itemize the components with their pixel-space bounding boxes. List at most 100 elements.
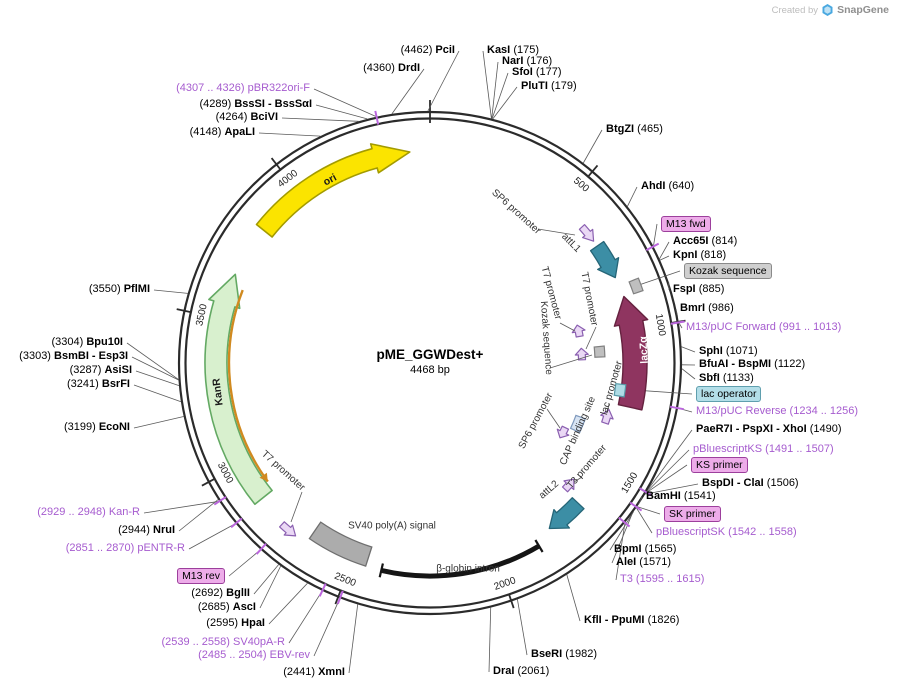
site-name: BamHI xyxy=(646,490,681,502)
label-m13-puc-forward[interactable]: M13/pUC Forward (991 .. 1013) xyxy=(686,321,841,334)
inner-label-t7_b[interactable]: T7 promoter xyxy=(578,271,600,327)
label-bseri[interactable]: BseRI (1982) xyxy=(531,648,597,661)
sp6-promoter-mid-arrow[interactable] xyxy=(556,425,570,439)
label-sbfi[interactable]: SbfI (1133) xyxy=(699,372,754,385)
primer-site-tick[interactable] xyxy=(230,517,243,529)
site-name: BsrFI xyxy=(101,378,130,390)
label-bamhi[interactable]: BamHI (1541) xyxy=(646,490,716,503)
primer-site-tick[interactable] xyxy=(336,590,344,605)
lac-promoter-arrow[interactable] xyxy=(600,409,614,425)
label-btgzi[interactable]: BtgZI (465) xyxy=(606,123,663,136)
kozak-sequence-b-box[interactable] xyxy=(593,345,606,358)
primer-site-tick[interactable] xyxy=(638,487,653,497)
label-sv40pa-r[interactable]: (2539 .. 2558) SV40pA-R xyxy=(161,636,285,649)
primer-site-tick[interactable] xyxy=(669,405,684,411)
label-pbluescriptks[interactable]: pBluescriptKS (1491 .. 1507) xyxy=(693,443,834,456)
inner-label-ori[interactable]: ori xyxy=(321,171,339,189)
label-sfoi[interactable]: SfoI (177) xyxy=(512,66,562,79)
label-ks-primer[interactable]: KS primer xyxy=(691,457,748,473)
label-ahdi[interactable]: AhdI (640) xyxy=(641,180,694,193)
attl1-arrow[interactable] xyxy=(589,240,620,279)
label-xmni[interactable]: (2441) XmnI xyxy=(283,666,345,679)
inner-label-sp6_top[interactable]: SP6 promoter xyxy=(489,187,543,237)
inner-label-sp6_mid[interactable]: SP6 promoter xyxy=(516,391,556,451)
primer-site-tick[interactable] xyxy=(255,543,267,555)
primer-site-tick[interactable] xyxy=(318,583,327,597)
label-t3[interactable]: T3 (1595 .. 1615) xyxy=(620,573,704,586)
label-bsssi[interactable]: (4289) BssSI - BssSαI xyxy=(199,98,312,111)
label-kfli-ppumi[interactable]: KflI - PpuMI (1826) xyxy=(584,614,679,627)
label-drdi[interactable]: (4360) DrdI xyxy=(363,62,420,75)
label-bspdi-clai[interactable]: BspDI - ClaI (1506) xyxy=(702,477,799,490)
inner-label-attl2[interactable]: attL2 xyxy=(536,478,562,502)
label-pbr322ori-f[interactable]: (4307 .. 4326) pBR322ori-F xyxy=(176,82,310,95)
label-pflmi[interactable]: (3550) PflMI xyxy=(89,283,150,296)
label-bsmbi-esp3i[interactable]: (3303) BsmBI - Esp3I xyxy=(19,350,128,363)
sv40-polya-box[interactable] xyxy=(308,521,373,567)
label-pcii[interactable]: (4462) PciI xyxy=(401,44,455,57)
label-bfuai-bspmi[interactable]: BfuAI - BspMI (1122) xyxy=(699,358,805,371)
leader-ks-primer xyxy=(645,464,688,494)
label-bsrfi[interactable]: (3241) BsrFI xyxy=(67,378,130,391)
label-alei[interactable]: AleI (1571) xyxy=(616,556,671,569)
label-bpu10i[interactable]: (3304) Bpu10I xyxy=(51,336,123,349)
attl2-arrow[interactable] xyxy=(548,497,585,530)
label-bcivi[interactable]: (4264) BciVI xyxy=(216,111,278,124)
t7-promoter-left-arrow[interactable] xyxy=(279,521,297,537)
primer-site-tick[interactable] xyxy=(213,496,227,506)
lac-operator-box[interactable] xyxy=(613,383,627,398)
inner-label-lac_prom[interactable]: lac promoter xyxy=(599,359,625,417)
primer-site-tick[interactable] xyxy=(629,501,643,512)
label-nrui[interactable]: (2944) NruI xyxy=(118,524,175,537)
label-pluti[interactable]: PluTI (179) xyxy=(521,80,577,93)
primer-site-tick[interactable] xyxy=(374,110,380,125)
inner-label-sv40[interactable]: SV40 poly(A) signal xyxy=(348,520,436,532)
primer-site-tick[interactable] xyxy=(670,320,685,325)
label-bmri[interactable]: BmrI (986) xyxy=(680,302,734,315)
t3-promoter-arrow[interactable] xyxy=(561,478,575,493)
label-nari[interactable]: NarI (176) xyxy=(502,55,552,68)
label-ebv-rev[interactable]: (2485 .. 2504) EBV-rev xyxy=(198,649,310,662)
kanr-inner-arc[interactable] xyxy=(227,289,269,483)
leader-bpmi xyxy=(609,511,634,551)
label-drai[interactable]: DraI (2061) xyxy=(493,665,549,678)
label-m13-rev[interactable]: M13 rev xyxy=(177,568,225,584)
inner-label-t7_left[interactable]: T7 promoter xyxy=(259,448,307,494)
primer-site-tick[interactable] xyxy=(618,516,631,528)
label-m13-fwd[interactable]: M13 fwd xyxy=(661,216,711,232)
label-pentr-r[interactable]: (2851 .. 2870) pENTR-R xyxy=(66,542,185,555)
inner-label-lacza[interactable]: lacZα xyxy=(637,335,651,365)
cap-binding-site-box[interactable] xyxy=(569,414,587,434)
label-kpni[interactable]: KpnI (818) xyxy=(673,249,726,262)
kanr-arrow[interactable] xyxy=(204,273,273,506)
label-bglii[interactable]: (2692) BglII xyxy=(191,587,250,600)
label-sphi[interactable]: SphI (1071) xyxy=(699,345,758,358)
label-bpmi[interactable]: BpmI (1565) xyxy=(614,543,676,556)
label-asci[interactable]: (2685) AscI xyxy=(198,601,256,614)
lacza-arrow[interactable] xyxy=(613,295,649,411)
label-paer7i-pspxi-xhoi[interactable]: PaeR7I - PspXI - XhoI (1490) xyxy=(696,423,842,436)
label-lac-operator[interactable]: lac operator xyxy=(696,386,762,402)
label-hpai[interactable]: (2595) HpaI xyxy=(206,617,265,630)
inner-label-attl1[interactable]: attL1 xyxy=(559,231,583,255)
label-acc65i[interactable]: Acc65I (814) xyxy=(673,235,737,248)
label-m13-puc-reverse[interactable]: M13/pUC Reverse (1234 .. 1256) xyxy=(696,405,858,418)
sp6-promoter-top-arrow[interactable] xyxy=(578,224,595,242)
label-kasi[interactable]: KasI (175) xyxy=(487,44,539,57)
label-sk-primer[interactable]: SK primer xyxy=(664,506,721,522)
inner-label-kanr[interactable]: KanR xyxy=(210,377,226,407)
label-pbluescriptsk[interactable]: pBluescriptSK (1542 .. 1558) xyxy=(656,526,797,539)
inner-label-intron[interactable]: β-globin intron xyxy=(436,563,500,575)
kozak-sequence-a-box[interactable] xyxy=(628,277,644,295)
t7-promoter-a-arrow[interactable] xyxy=(571,324,586,338)
beta-globin-intron-arc[interactable] xyxy=(380,543,541,579)
label-kozak-sequence[interactable]: Kozak sequence xyxy=(684,263,772,279)
label-apali[interactable]: (4148) ApaLI xyxy=(190,126,255,139)
label-kan-r[interactable]: (2929 .. 2948) Kan-R xyxy=(37,506,140,519)
leader-sfoi xyxy=(491,72,509,119)
label-fspi[interactable]: FspI (885) xyxy=(673,283,724,296)
label-asisi[interactable]: (3287) AsiSI xyxy=(70,364,132,377)
label-econi[interactable]: (3199) EcoNI xyxy=(64,421,130,434)
ori-arrow[interactable] xyxy=(255,143,411,238)
primer-site-tick[interactable] xyxy=(645,242,660,251)
